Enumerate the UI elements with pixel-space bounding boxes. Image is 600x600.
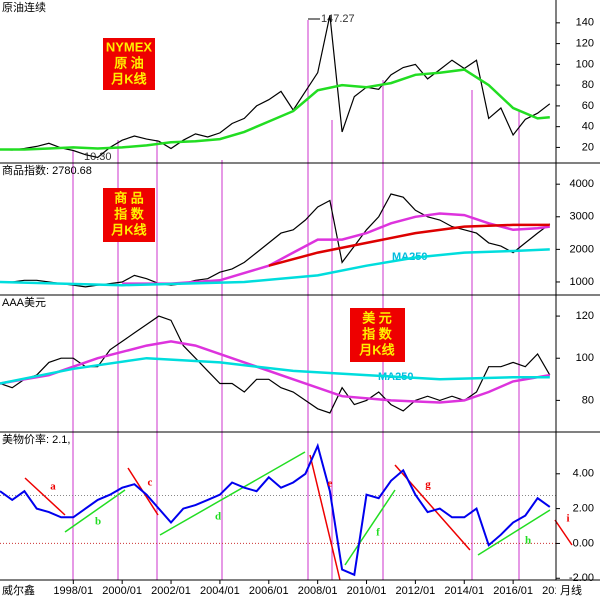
series-group <box>0 442 551 577</box>
series-group <box>0 315 551 414</box>
x-tick-label: 2000/01 <box>102 585 142 597</box>
y-tick-label: -2.00 <box>569 572 594 584</box>
y-tick-label: 120 <box>576 38 594 50</box>
trend-label: f <box>376 527 380 539</box>
box-text: 商 品 <box>114 190 144 205</box>
y-tick-label: 4.00 <box>573 468 594 480</box>
x-tick-label: 2006/01 <box>249 585 289 597</box>
x-tick-label: 1998/01 <box>53 585 93 597</box>
trend-label: h <box>525 535 531 547</box>
x-tick-label: 2012/01 <box>396 585 436 597</box>
trend-label: b <box>95 516 101 528</box>
x-tick-label: 2010/01 <box>347 585 387 597</box>
y-tick-label: 1000 <box>570 276 594 288</box>
y-tick-label: 40 <box>582 121 594 133</box>
trend-label: g <box>425 479 431 491</box>
panel-title: AAA美元 <box>2 296 46 309</box>
annotation: 147.27 <box>321 13 355 25</box>
trend-label: d <box>215 511 221 523</box>
trend-lines <box>24 451 573 581</box>
panel-title: 商品指数: 2780.68 <box>2 163 92 177</box>
trend-label: c <box>148 477 153 489</box>
label-box <box>103 38 155 90</box>
y-tick-label: 20 <box>582 141 594 153</box>
y-tick-label: 0.00 <box>573 537 594 549</box>
box-text: 月K线 <box>358 342 394 357</box>
x-tick-label: 2002/01 <box>151 585 191 597</box>
y-tick-label: 80 <box>582 79 594 91</box>
box-text: 月K线 <box>110 71 146 86</box>
y-tick-label: 3000 <box>570 211 594 223</box>
y-tick-label: 60 <box>582 100 594 112</box>
y-tick-label: 4000 <box>570 178 594 190</box>
trend-label: i <box>566 513 569 525</box>
box-text: 原 油 <box>114 55 144 70</box>
y-tick-label: 80 <box>582 394 594 406</box>
y-tick-label: 2.00 <box>573 503 594 515</box>
panel-title: 美物价率: 2.1, <box>2 432 70 446</box>
trend-label: e <box>328 478 333 490</box>
series-line <box>0 248 550 287</box>
series-line <box>0 340 551 404</box>
x-tick-label: 2016/01 <box>493 585 533 597</box>
label-box <box>350 308 405 362</box>
box-text: 月K线 <box>110 222 146 237</box>
y-tick-label: 120 <box>576 310 594 322</box>
y-tick-label: 2000 <box>570 243 594 255</box>
box-text: NYMEX <box>106 39 153 54</box>
x-tick-label: 2014/01 <box>444 585 484 597</box>
footer: 月线 <box>560 583 582 597</box>
y-tick-label: 140 <box>576 17 594 29</box>
series-line <box>0 442 551 577</box>
x-tick-label: 2008/01 <box>298 585 338 597</box>
y-tick-label: 100 <box>576 58 594 70</box>
box-text: 美 元 <box>362 310 392 325</box>
series-group <box>0 193 551 288</box>
panel-title: 原油连续 <box>2 0 46 14</box>
trend-label: a <box>50 481 56 493</box>
box-text: 指 数 <box>362 326 393 341</box>
series-line <box>0 68 550 151</box>
series-group <box>0 15 551 159</box>
box-text: 指 数 <box>114 206 145 221</box>
y-tick-label: 100 <box>576 352 594 364</box>
footer: 威尔鑫 <box>2 583 35 597</box>
series-line <box>0 356 550 385</box>
series-line <box>268 223 550 267</box>
x-tick-label: 2004/01 <box>200 585 240 597</box>
label-box <box>103 188 155 242</box>
series-line <box>0 15 551 159</box>
x-tick-label: 2018/01 <box>542 585 582 597</box>
